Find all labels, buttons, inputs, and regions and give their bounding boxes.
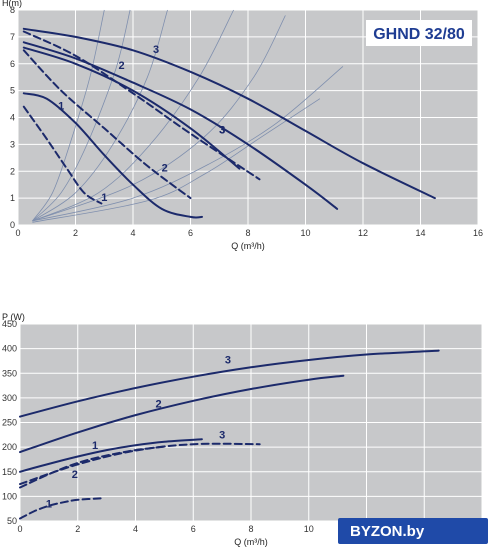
h-curve-2-solid [22,46,241,170]
p-y-tick-label: 150 [2,467,17,477]
h-x-tick-label: 0 [15,228,20,238]
h-y-axis-title: H(m) [2,0,22,8]
h-curve-label: 1 [101,192,107,204]
h-curve-label: 3 [153,44,159,56]
p-curve-2-solid [19,374,345,454]
p-curve-3-solid [19,349,440,418]
h-x-tick-label: 6 [188,228,193,238]
h-system-curve [32,98,321,223]
h-system-curve [32,9,105,222]
h-x-tick-label: 2 [73,228,78,238]
p-y-tick-label: 200 [2,442,17,452]
h-y-tick-label: 6 [10,59,15,69]
p-x-tick-label: 6 [191,524,196,534]
h-y-tick-label: 2 [10,166,15,176]
h-system-curve [32,9,168,222]
h-curve-label: 2 [162,162,168,174]
power-flow-chart: 0246810121416501001502002503003504004503… [2,312,487,547]
h-curve-label: 1 [58,100,64,112]
p-x-tick-label: 8 [248,524,253,534]
h-y-tick-label: 3 [10,139,15,149]
p-curve-1-dashed [19,497,102,520]
h-curve-1-solid [22,92,203,219]
h-curve-1-dashed [22,105,103,205]
h-y-tick-label: 7 [10,32,15,42]
h-system-curve [32,66,344,222]
h-title-box [366,20,472,46]
h-curve-3-solid [22,41,339,210]
h-curve-label: 2 [118,60,124,72]
p-curve-label: 1 [46,499,52,511]
p-y-tick-label: 350 [2,368,17,378]
h-x-tick-label: 14 [415,228,425,238]
h-curve-label: 3 [219,125,225,137]
h-curve-2-dashed [22,49,192,200]
h-x-tick-label: 8 [245,228,250,238]
p-curve-label: 2 [72,469,78,481]
p-curve-label: 3 [219,429,225,441]
p-y-tick-label: 50 [7,516,17,526]
p-curve-label: 3 [225,354,231,366]
p-y-tick-label: 250 [2,418,17,428]
h-y-tick-label: 1 [10,193,15,203]
p-y-axis-title: P (W) [2,312,25,322]
p-curve-label: 1 [92,440,98,452]
p-x-tick-label: 10 [304,524,314,534]
h-system-curve [32,15,286,222]
watermark-text: BYZON.by [350,523,425,540]
p-y-tick-label: 450 [2,319,17,329]
h-curve-label: 3 [219,125,225,137]
h-curve-3-solid [22,27,436,200]
p-x-axis-title: Q (m³/h) [234,537,268,547]
watermark: BYZON.by [338,518,488,544]
h-y-tick-label: 5 [10,86,15,96]
h-title: GHND 32/80 [373,26,465,43]
p-curve-1-solid [19,438,203,473]
p-x-tick-label: 4 [133,524,138,534]
h-curve-3-dashed [22,30,261,181]
h-x-tick-label: 12 [358,228,368,238]
h-y-tick-label: 8 [10,5,15,15]
h-y-tick-label: 4 [10,113,15,123]
p-x-tick-label: 2 [75,524,80,534]
p-y-tick-label: 100 [2,491,17,501]
p-y-tick-label: 300 [2,393,17,403]
h-x-tick-label: 4 [130,228,135,238]
h-x-tick-label: 16 [473,228,483,238]
h-y-tick-label: 0 [10,220,15,230]
h-system-curve [32,9,234,222]
p-curve-2-dashed [19,445,166,489]
p-x-tick-label: 0 [17,524,22,534]
watermark-background [338,518,488,544]
p-curve-label: 2 [156,399,162,411]
h-x-axis-title: Q (m³/h) [231,241,265,251]
h-x-tick-label: 10 [300,228,310,238]
h-system-curve [32,9,131,222]
p-y-tick-label: 400 [2,344,17,354]
